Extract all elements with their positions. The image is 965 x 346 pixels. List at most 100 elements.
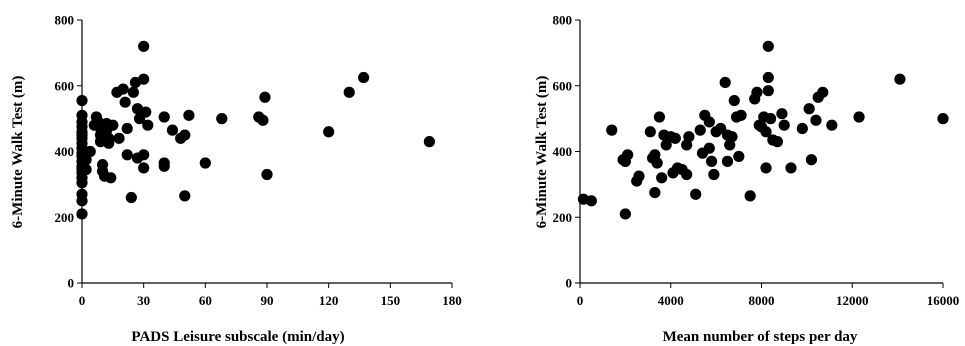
data-point: [119, 96, 131, 108]
x-tick-label: 60: [199, 293, 212, 308]
data-point: [817, 86, 829, 98]
data-point: [257, 114, 269, 126]
y-tick-label: 400: [553, 144, 573, 159]
data-point: [776, 108, 788, 120]
x-tick-label: 12000: [836, 293, 869, 308]
x-tick-label: 90: [261, 293, 274, 308]
x-tick-label: 4000: [658, 293, 684, 308]
y-tick-label: 800: [553, 13, 573, 28]
data-point: [690, 188, 702, 200]
y-tick-label: 0: [566, 276, 573, 291]
data-point: [644, 126, 656, 138]
x-tick-label: 0: [79, 293, 86, 308]
data-point: [585, 195, 597, 207]
data-point: [423, 136, 435, 148]
data-point: [660, 139, 672, 151]
chart-pads-leisure: 0 200 400 600 800 0 30 60 90 120 150 180 6-Minute W…: [10, 13, 462, 346]
x-tick-label: 180: [442, 293, 462, 308]
y-tick-label: 600: [553, 78, 573, 93]
data-point: [805, 154, 818, 166]
data-point: [703, 116, 715, 128]
data-point: [778, 119, 790, 131]
data-point: [158, 160, 170, 172]
data-point: [140, 106, 152, 118]
data-point: [216, 113, 228, 125]
data-point: [705, 155, 718, 167]
data-point: [199, 157, 211, 169]
data-point: [142, 119, 154, 131]
data-point: [681, 168, 693, 181]
data-point: [751, 86, 763, 98]
data-point: [183, 109, 195, 121]
data-point: [760, 126, 772, 138]
data-point: [121, 149, 133, 161]
data-point: [853, 111, 865, 123]
data-point: [683, 131, 695, 143]
data-point: [138, 149, 150, 161]
y-tick-label: 400: [55, 144, 75, 159]
data-point: [80, 163, 92, 176]
x-tick-label: 0: [577, 293, 584, 308]
data-point: [796, 122, 808, 135]
data-point: [762, 40, 774, 52]
data-point: [179, 190, 191, 202]
data-point: [619, 208, 631, 220]
data-point: [760, 162, 772, 174]
data-point: [653, 111, 666, 123]
data-point: [76, 177, 88, 189]
data-point: [343, 86, 355, 98]
x-tick-label: 120: [319, 293, 339, 308]
data-point: [259, 91, 271, 103]
data-point: [158, 111, 170, 123]
data-point: [107, 119, 119, 131]
data-point: [622, 149, 634, 161]
x-tick-label: 150: [381, 293, 401, 308]
data-point: [694, 124, 706, 136]
y-tick-label: 200: [553, 210, 573, 225]
data-point: [744, 190, 756, 202]
data-point: [669, 132, 681, 144]
data-point: [810, 114, 822, 126]
x-tick-label: 8000: [749, 293, 775, 308]
data-point: [117, 83, 129, 95]
data-point: [358, 71, 370, 84]
data-point: [633, 170, 645, 182]
data-point: [733, 150, 745, 163]
x-tick-label: 16000: [927, 293, 960, 308]
y-tick-label: 0: [68, 276, 75, 291]
data-point: [649, 186, 661, 199]
y-axis-title: 6-Minute Walk Test (m): [534, 76, 550, 229]
plot-area: 0 200 400 600 800 0 30 60 90 120 150 180: [55, 13, 462, 309]
data-point: [138, 73, 150, 85]
data-point: [121, 122, 133, 135]
data-point: [726, 131, 738, 143]
y-tick-label: 200: [55, 210, 75, 225]
data-point: [125, 191, 137, 204]
data-point: [138, 162, 150, 174]
data-point: [785, 162, 797, 174]
data-point: [103, 137, 115, 149]
data-point: [261, 168, 273, 181]
data-point: [708, 168, 720, 181]
data-point: [803, 103, 815, 115]
y-tick-label: 600: [55, 78, 75, 93]
data-point: [721, 155, 734, 167]
x-axis-title: Mean number of steps per day: [663, 329, 858, 345]
data-point: [703, 142, 715, 154]
data-point: [719, 76, 731, 89]
data-point: [76, 208, 88, 220]
data-point: [937, 113, 949, 125]
data-point: [735, 109, 747, 121]
x-tick-label: 30: [137, 293, 150, 308]
data-point: [606, 124, 618, 136]
data-point: [105, 172, 117, 184]
data-point: [762, 71, 774, 84]
data-point: [323, 126, 335, 138]
data-point: [894, 73, 906, 85]
data-point: [113, 132, 125, 144]
data-point: [771, 136, 783, 148]
data-point: [84, 145, 96, 158]
